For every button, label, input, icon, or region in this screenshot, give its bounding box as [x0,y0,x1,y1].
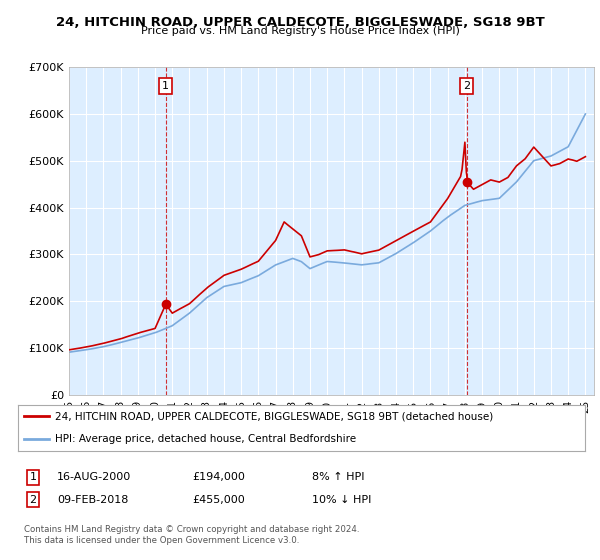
Text: 2: 2 [29,494,37,505]
Text: 1: 1 [29,472,37,482]
Text: HPI: Average price, detached house, Central Bedfordshire: HPI: Average price, detached house, Cent… [55,435,356,444]
Text: £194,000: £194,000 [192,472,245,482]
Text: 09-FEB-2018: 09-FEB-2018 [57,494,128,505]
Text: 1: 1 [162,81,169,91]
Text: 24, HITCHIN ROAD, UPPER CALDECOTE, BIGGLESWADE, SG18 9BT (detached house): 24, HITCHIN ROAD, UPPER CALDECOTE, BIGGL… [55,412,493,421]
Text: Price paid vs. HM Land Registry's House Price Index (HPI): Price paid vs. HM Land Registry's House … [140,26,460,36]
Text: £455,000: £455,000 [192,494,245,505]
Text: 8% ↑ HPI: 8% ↑ HPI [312,472,365,482]
Text: Contains HM Land Registry data © Crown copyright and database right 2024.
This d: Contains HM Land Registry data © Crown c… [24,525,359,545]
Text: 16-AUG-2000: 16-AUG-2000 [57,472,131,482]
Text: 24, HITCHIN ROAD, UPPER CALDECOTE, BIGGLESWADE, SG18 9BT: 24, HITCHIN ROAD, UPPER CALDECOTE, BIGGL… [56,16,544,29]
Text: 10% ↓ HPI: 10% ↓ HPI [312,494,371,505]
Text: 2: 2 [463,81,470,91]
